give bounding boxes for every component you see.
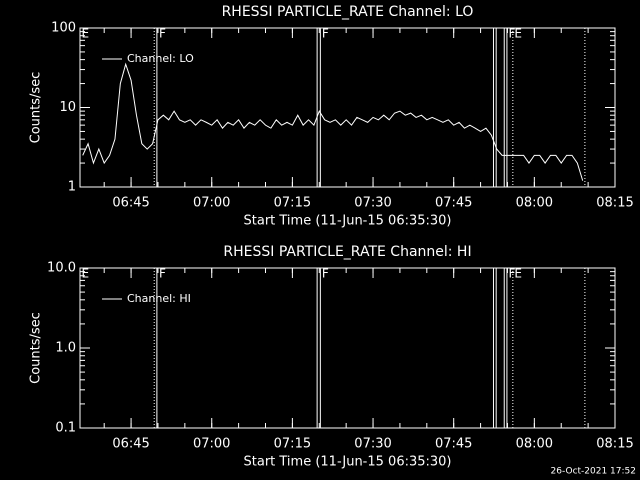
y-tick-label: 1.0 xyxy=(55,341,76,356)
marker-label: E xyxy=(514,27,522,41)
x-tick-label: 08:15 xyxy=(596,196,633,211)
x-axis-label: Start Time (11-Jun-15 06:35:30) xyxy=(244,455,452,470)
x-axis-label: Start Time (11-Jun-15 06:35:30) xyxy=(244,214,452,229)
legend-label: Channel: HI xyxy=(127,292,191,305)
y-axis-label: Counts/sec xyxy=(29,72,44,144)
y-tick-label: 10.0 xyxy=(47,261,76,276)
x-tick-label: 07:45 xyxy=(435,196,472,211)
x-tick-label: 06:45 xyxy=(112,196,149,211)
marker-label: E xyxy=(82,267,90,281)
y-tick-label: 0.1 xyxy=(55,421,76,436)
footer: 26-Oct-2021 17:52 xyxy=(551,467,636,477)
x-tick-label: 08:15 xyxy=(596,437,633,452)
data-line xyxy=(83,64,583,180)
x-tick-label: 07:45 xyxy=(435,437,472,452)
marker-label: E xyxy=(82,27,90,41)
x-tick-label: 08:00 xyxy=(516,437,553,452)
y-tick-label: 1 xyxy=(68,180,76,195)
legend-label: Channel: LO xyxy=(127,52,194,65)
marker-label: E xyxy=(514,267,522,281)
x-tick-label: 06:45 xyxy=(112,437,149,452)
y-tick-label: 10 xyxy=(59,100,76,115)
x-tick-label: 08:00 xyxy=(516,196,553,211)
chart-title: RHESSI PARTICLE_RATE Channel: LO xyxy=(222,4,474,20)
chart-title: RHESSI PARTICLE_RATE Channel: HI xyxy=(223,244,471,260)
marker-label: F xyxy=(322,267,329,281)
x-tick-label: 07:15 xyxy=(274,196,311,211)
marker-label: F xyxy=(322,27,329,41)
marker-label: F xyxy=(159,27,166,41)
x-tick-label: 07:15 xyxy=(274,437,311,452)
marker-label: F xyxy=(508,27,515,41)
x-tick-label: 07:00 xyxy=(193,196,230,211)
marker-label: F xyxy=(508,267,515,281)
y-tick-label: 100 xyxy=(51,21,76,36)
x-tick-label: 07:30 xyxy=(354,196,391,211)
x-tick-label: 07:30 xyxy=(354,437,391,452)
marker-label: F xyxy=(159,267,166,281)
x-tick-label: 07:00 xyxy=(193,437,230,452)
y-axis-label: Counts/sec xyxy=(29,312,44,384)
